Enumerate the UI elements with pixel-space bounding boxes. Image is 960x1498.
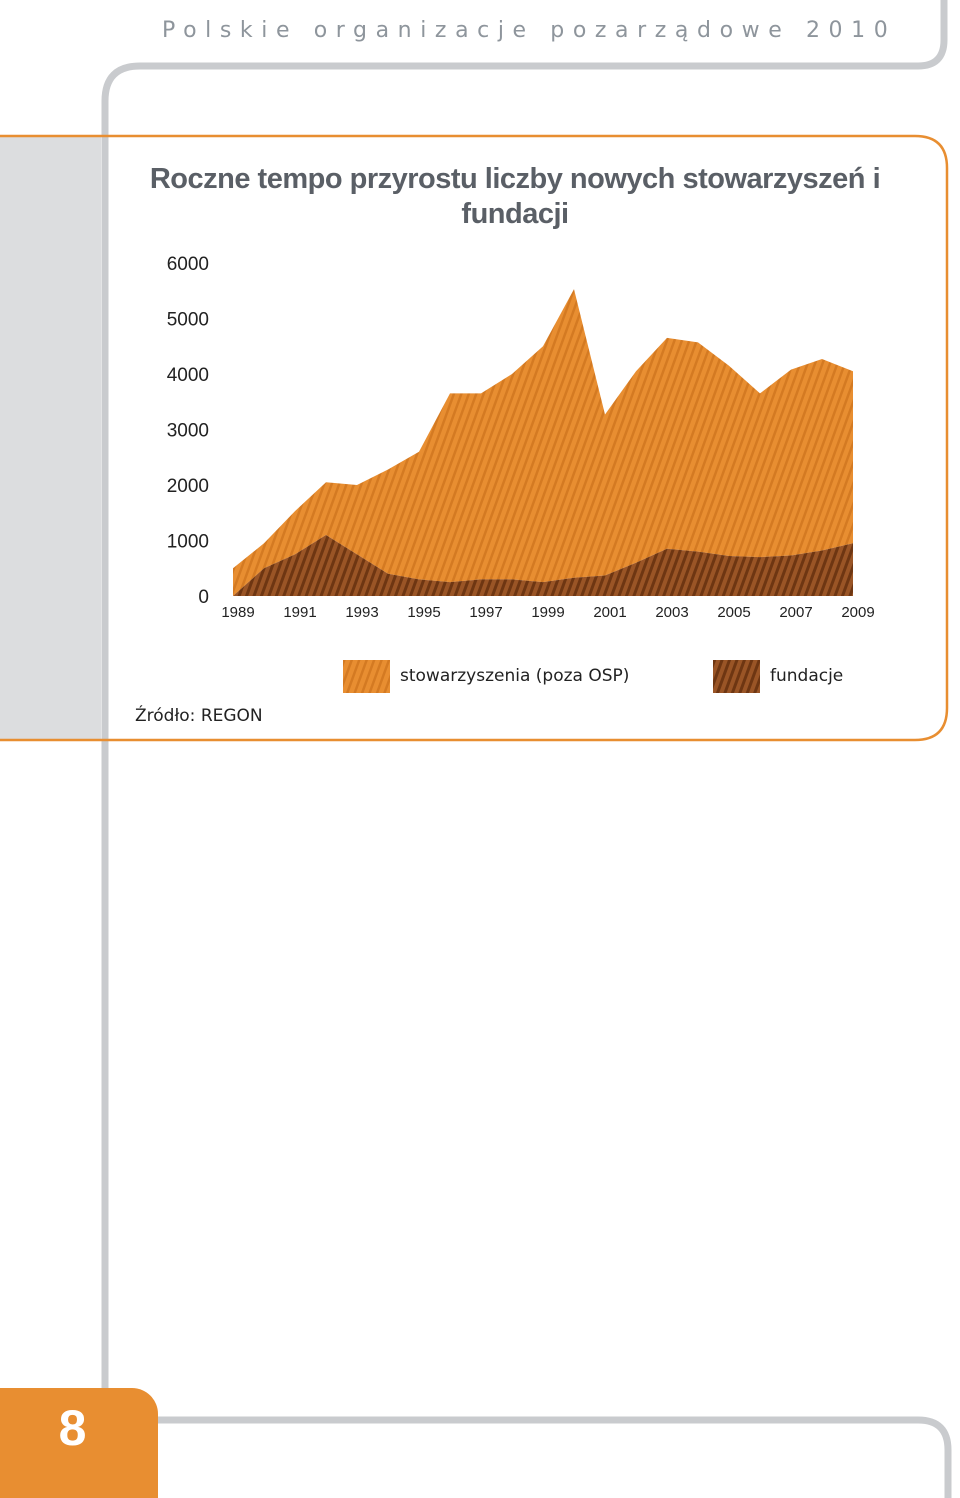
chart-box bbox=[0, 134, 949, 742]
frame-top bbox=[101, 0, 948, 1498]
frame-bottom bbox=[158, 1416, 952, 1498]
legend-swatch-fundacje bbox=[713, 660, 760, 693]
x-tick-label: 2005 bbox=[717, 604, 750, 621]
x-tick-label: 1991 bbox=[283, 604, 316, 621]
x-tick-label: 1997 bbox=[469, 604, 502, 621]
source-note: Źródło: REGON bbox=[135, 706, 263, 726]
header-title: Polskie organizacje pozarządowe 2010 bbox=[162, 18, 897, 43]
y-tick-label: 0 bbox=[198, 587, 209, 608]
x-tick-label: 2003 bbox=[655, 604, 688, 621]
legend-label-fundacje: fundacje bbox=[770, 666, 844, 686]
x-tick-label: 1993 bbox=[345, 604, 378, 621]
y-tick-label: 6000 bbox=[167, 254, 209, 275]
x-tick-label: 1999 bbox=[531, 604, 564, 621]
legend-swatch-stowarzyszenia bbox=[343, 660, 390, 693]
x-tick-label: 1995 bbox=[407, 604, 440, 621]
series-area-fundacje bbox=[233, 535, 853, 596]
x-tick-label: 2001 bbox=[593, 604, 626, 621]
x-tick-label: 1989 bbox=[221, 604, 254, 621]
y-tick-label: 2000 bbox=[167, 476, 209, 497]
page-number: 8 bbox=[58, 1400, 87, 1456]
y-tick-label: 3000 bbox=[167, 421, 209, 442]
x-tick-label: 2009 bbox=[841, 604, 874, 621]
y-tick-label: 5000 bbox=[167, 310, 209, 331]
series-area-stowarzyszenia bbox=[233, 289, 853, 596]
page-number-tab bbox=[0, 1388, 158, 1498]
legend-label-stowarzyszenia: stowarzyszenia (poza OSP) bbox=[400, 666, 630, 686]
chart-side-panel bbox=[0, 136, 101, 740]
chart-title: Roczne tempo przyrostu liczby nowych sto… bbox=[149, 163, 881, 230]
y-tick-label: 4000 bbox=[167, 365, 209, 386]
y-tick-label: 1000 bbox=[167, 532, 209, 553]
x-tick-label: 2007 bbox=[779, 604, 812, 621]
